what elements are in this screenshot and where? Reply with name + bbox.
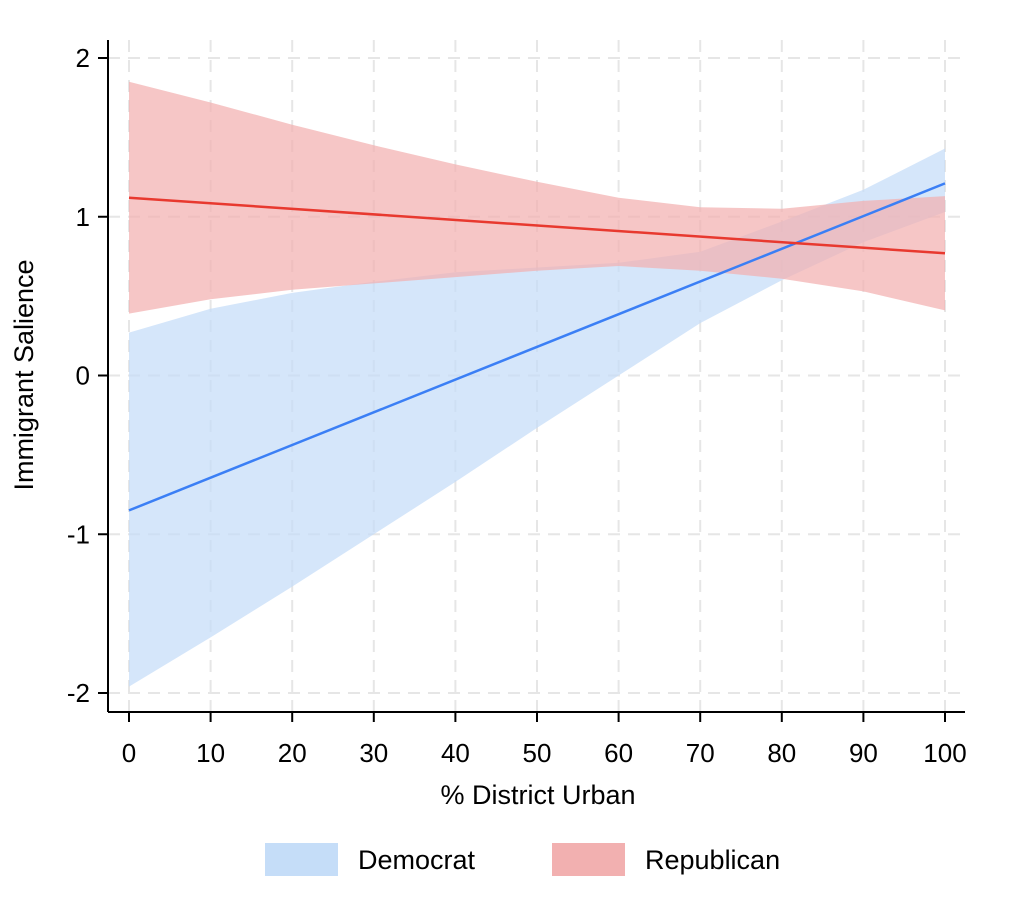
legend-label-republican: Republican [645, 845, 780, 875]
x-tick-label: 70 [686, 738, 715, 768]
x-tick-label: 20 [278, 738, 307, 768]
ticks: 0 10 20 30 40 50 60 70 80 90 100 -2 -1 0 1 2 [67, 43, 967, 768]
x-tick-label: 50 [523, 738, 552, 768]
y-tick-label: -1 [67, 519, 90, 549]
y-tick-label: 2 [76, 43, 90, 73]
y-tick-label: -2 [67, 678, 90, 708]
confidence-bands [129, 81, 945, 687]
y-tick-label: 1 [76, 202, 90, 232]
x-tick-label: 60 [604, 738, 633, 768]
x-axis-title: % District Urban [440, 780, 635, 810]
x-tick-label: 100 [923, 738, 966, 768]
x-tick-label: 90 [849, 738, 878, 768]
legend-swatch-democrat [265, 843, 338, 876]
x-tick-label: 0 [122, 738, 136, 768]
x-tick-label: 80 [767, 738, 796, 768]
x-tick-label: 10 [196, 738, 225, 768]
fitted-lines [128, 182, 946, 512]
legend-swatch-republican [552, 843, 625, 876]
legend: Democrat Republican [265, 843, 780, 876]
confidence-band-republican [129, 81, 945, 314]
y-tick-label: 0 [76, 361, 90, 391]
confidence-band-democrat [129, 148, 945, 687]
x-tick-label: 30 [359, 738, 388, 768]
legend-label-democrat: Democrat [358, 845, 476, 875]
fitted-line-republican [128, 196, 946, 255]
fitted-line-democrat [128, 182, 946, 512]
y-axis-title: Immigrant Salience [9, 259, 39, 490]
x-tick-label: 40 [441, 738, 470, 768]
